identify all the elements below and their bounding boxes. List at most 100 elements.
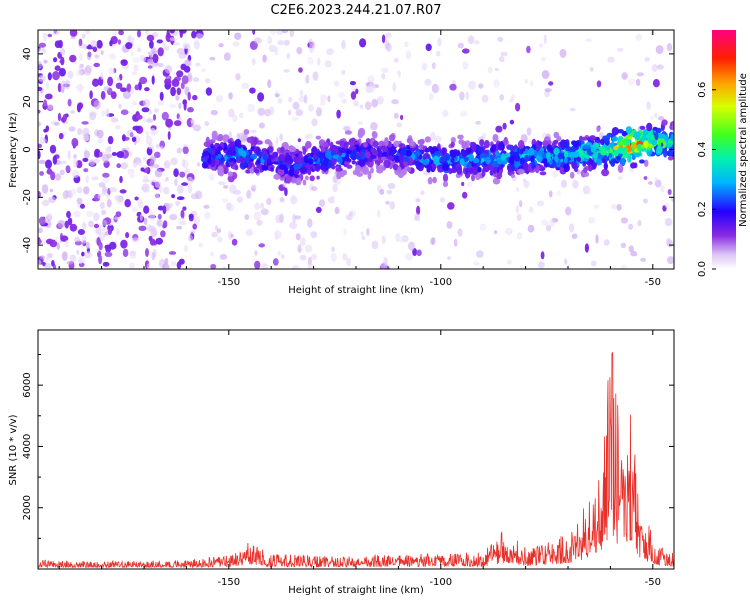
- spectrogram-xtick-label: -100: [429, 277, 452, 288]
- spectrogram-signal-cell: [371, 150, 379, 156]
- spectrogram-noise-cell: [462, 61, 469, 70]
- spectrogram-signal-cell: [509, 155, 515, 165]
- spectrogram-noise-cell: [582, 185, 591, 195]
- spectrogram-noise-cell: [114, 216, 120, 221]
- spectrogram-noise-cell: [277, 97, 283, 104]
- spectrogram-noise-cell: [537, 261, 545, 269]
- spectrogram-noise-cell: [291, 116, 299, 121]
- spectrogram-signal-cell: [627, 155, 632, 163]
- spectrogram-noise-cell: [42, 199, 50, 207]
- spectrogram-signal-cell: [388, 134, 396, 142]
- spectrogram-noise-cell: [667, 256, 674, 265]
- spectrogram-signal-cell: [226, 150, 233, 155]
- spectrogram-signal-cell: [643, 159, 649, 167]
- spectrogram-noise-cell: [341, 98, 347, 104]
- spectrogram-noise-cell: [178, 53, 187, 59]
- spectrogram-noise-cell: [381, 34, 386, 44]
- spectrogram-noise-cell: [101, 209, 107, 216]
- spectrogram-signal-cell: [312, 153, 318, 160]
- spectrogram-noise-cell: [77, 102, 84, 110]
- spectrogram-noise-cell: [370, 122, 378, 131]
- spectrogram-noise-cell: [171, 78, 180, 87]
- spectrogram-noise-cell: [371, 240, 379, 250]
- spectrogram-noise-cell: [147, 263, 151, 269]
- spectrogram-noise-cell: [114, 195, 121, 201]
- spectrogram-noise-cell: [106, 193, 111, 200]
- spectrogram-noise-cell: [67, 98, 72, 107]
- spectrogram-noise-cell: [101, 109, 106, 117]
- spectrogram-noise-cell: [150, 155, 157, 163]
- spectrogram-signal-cell: [322, 142, 329, 147]
- spectrogram-noise-cell: [180, 82, 185, 90]
- spectrogram-noise-cell: [440, 197, 446, 203]
- spectrogram-noise-cell: [136, 30, 142, 38]
- spectrogram-noise-cell: [571, 233, 578, 239]
- spectrogram-noise-cell: [180, 209, 185, 220]
- spectrogram-noise-cell: [47, 33, 53, 38]
- spectrogram-signal-cell: [531, 161, 536, 170]
- spectrogram-noise-cell: [43, 99, 47, 107]
- spectrogram-signal-cell: [610, 158, 616, 167]
- spectrogram-noise-cell: [336, 109, 341, 119]
- spectrogram-noise-cell: [304, 133, 313, 139]
- spectrogram-signal-cell: [646, 149, 651, 155]
- spectrogram-signal-cell: [210, 159, 216, 168]
- spectrogram-signal-cell: [480, 157, 485, 163]
- spectrogram-noise-cell: [76, 197, 83, 205]
- spectrogram-signal-cell: [554, 154, 559, 163]
- spectrogram-signal-cell: [343, 141, 349, 150]
- spectrogram-signal-cell: [376, 160, 381, 166]
- spectrogram-noise-cell: [403, 41, 409, 48]
- spectrogram-noise-cell: [145, 248, 149, 257]
- spectrogram-noise-cell: [82, 127, 90, 137]
- spectrogram-noise-cell: [170, 86, 177, 97]
- spectrogram-noise-cell: [643, 176, 648, 180]
- spectrogram-noise-cell: [436, 50, 441, 57]
- spectrogram-noise-cell: [660, 185, 665, 193]
- spectrogram-signal-cell: [262, 153, 268, 161]
- spectrogram-noise-cell: [415, 198, 421, 203]
- spectrogram-noise-cell: [376, 209, 381, 218]
- spectrogram-noise-cell: [219, 253, 228, 260]
- spectrogram-noise-cell: [92, 158, 100, 164]
- spectrogram-noise-cell: [70, 188, 77, 196]
- spectrogram-noise-cell: [97, 138, 104, 144]
- spectrogram-signal-cell: [343, 169, 347, 176]
- spectrogram-noise-cell: [151, 75, 155, 85]
- snr-ytick-label: 4000: [22, 434, 33, 459]
- spectrogram-noise-cell: [244, 214, 250, 220]
- spectrogram-signal-cell: [571, 140, 577, 146]
- spectrogram-noise-cell: [292, 213, 297, 223]
- spectrogram-signal-cell: [441, 147, 446, 156]
- spectrogram-noise-cell: [396, 70, 401, 75]
- spectrogram-noise-cell: [272, 258, 279, 266]
- spectrogram-noise-cell: [162, 205, 167, 215]
- spectrogram-noise-cell: [71, 169, 80, 178]
- spectrogram-noise-cell: [118, 30, 124, 36]
- spectrogram-signal-cell: [519, 157, 526, 165]
- spectrogram-signal-cell: [427, 177, 433, 185]
- spectrogram-noise-cell: [95, 248, 100, 253]
- spectrogram-signal-cell: [442, 181, 449, 188]
- spectrogram-ytick-label: -40: [22, 237, 33, 253]
- spectrogram-noise-cell: [589, 67, 594, 72]
- spectrogram-noise-cell: [108, 67, 115, 75]
- spectrogram-noise-cell: [359, 104, 364, 109]
- spectrogram-signal-cell: [494, 150, 500, 157]
- spectrogram-noise-cell: [560, 179, 568, 188]
- spectrogram-signal-cell: [432, 176, 437, 184]
- spectrogram-noise-cell: [261, 263, 268, 269]
- spectrogram-noise-cell: [620, 242, 627, 249]
- spectrogram-signal-cell: [358, 127, 366, 137]
- spectrogram-noise-cell: [131, 237, 140, 243]
- spectrogram-noise-cell: [648, 181, 653, 185]
- spectrogram-noise-cell: [364, 101, 372, 111]
- spectrogram-noise-cell: [236, 196, 243, 203]
- spectrogram-signal-cell: [517, 140, 525, 149]
- spectrogram-signal-cell: [222, 166, 229, 173]
- spectrogram-noise-cell: [80, 203, 85, 209]
- spectrogram-noise-cell: [44, 93, 53, 100]
- spectrogram-noise-cell: [77, 229, 85, 235]
- spectrogram-noise-cell: [431, 237, 436, 245]
- spectrogram-noise-cell: [361, 235, 366, 241]
